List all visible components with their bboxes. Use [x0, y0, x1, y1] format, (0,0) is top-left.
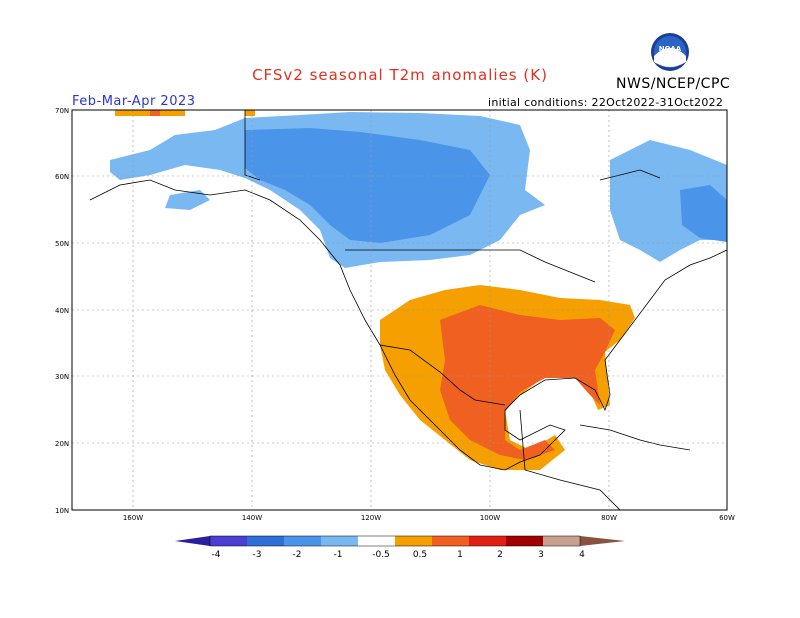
initial-conditions: initial conditions: 22Oct2022-31Oct2022 [488, 96, 724, 109]
lon-label-60w: 60W [719, 514, 735, 522]
lon-label-120w: 120W [361, 514, 381, 522]
colorbar-swatch-8 [469, 536, 506, 546]
colorbar-label-0.5: 0.5 [413, 550, 427, 560]
lon-label-160w: 160W [123, 514, 143, 522]
colorbar-label-minus1: -1 [334, 550, 343, 560]
svg-text:NOAA: NOAA [659, 45, 682, 53]
coastlines [89, 110, 728, 511]
map-title: CFSv2 seasonal T2m anomalies (K) [252, 66, 548, 84]
lat-lon-grid [72, 110, 727, 510]
lat-label-30n: 30N [55, 373, 69, 381]
colorbar-label-minus0.5: -0.5 [372, 550, 390, 560]
colorbar-min-arrow [175, 536, 210, 546]
colorbar-swatch-7 [432, 536, 469, 546]
colorbar-swatch-4 [321, 536, 358, 546]
colorbar: -4 -3 -2 -1 -0.5 0.5 1 2 3 4 [175, 535, 625, 560]
colorbar-swatch-6 [395, 536, 432, 546]
colorbar-max-arrow [580, 536, 625, 546]
lon-label-80w: 80W [601, 514, 617, 522]
noaa-logo: NOAA [651, 33, 689, 71]
lat-label-50n: 50N [55, 240, 69, 248]
colorbar-swatch-1 [210, 536, 247, 546]
lon-label-140w: 140W [242, 514, 262, 522]
colorbar-label-4: 4 [579, 550, 585, 560]
lon-label-100w: 100W [480, 514, 500, 522]
lat-label-40n: 40N [55, 307, 69, 315]
colorbar-label-2: 2 [497, 550, 503, 560]
colorbar-label-minus4: -4 [212, 550, 221, 560]
lat-label-10n: 10N [55, 507, 69, 515]
colorbar-swatch-9 [506, 536, 543, 546]
colorbar-swatch-10 [543, 536, 580, 546]
agency-label: NWS/NCEP/CPC [616, 76, 731, 92]
lat-label-20n: 20N [55, 440, 69, 448]
warm-anomaly-regions [115, 110, 635, 470]
colorbar-label-minus2: -2 [293, 550, 302, 560]
colorbar-label-3: 3 [538, 550, 544, 560]
colorbar-swatch-5 [358, 536, 395, 546]
colorbar-swatch-3 [284, 536, 321, 546]
forecast-period: Feb-Mar-Apr 2023 [72, 94, 196, 109]
lat-label-60n: 60N [55, 173, 69, 181]
colorbar-label-1: 1 [457, 550, 463, 560]
colorbar-label-minus3: -3 [253, 550, 262, 560]
colorbar-swatch-2 [247, 536, 284, 546]
lat-label-70n: 70N [55, 107, 69, 115]
